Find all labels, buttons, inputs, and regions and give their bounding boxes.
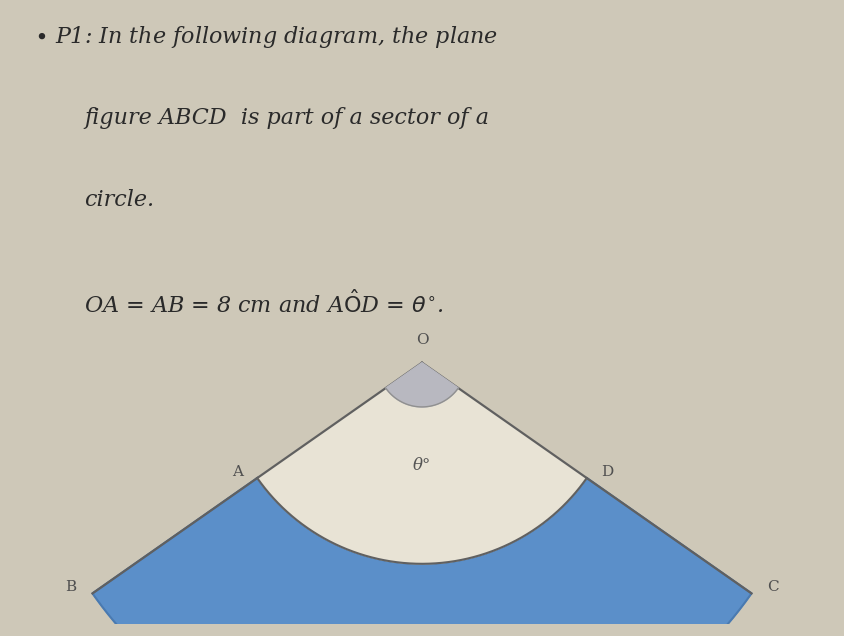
Text: figure ABCD  is part of a sector of a: figure ABCD is part of a sector of a	[84, 107, 490, 129]
Text: $\bullet$ P1: In the following diagram, the plane: $\bullet$ P1: In the following diagram, …	[34, 24, 498, 50]
Text: A: A	[232, 465, 243, 479]
Text: OA = AB = 8 cm and A$\hat{\mathrm{O}}$D = $\mathit{\theta}^{\circ}$.: OA = AB = 8 cm and A$\hat{\mathrm{O}}$D …	[84, 290, 444, 318]
Polygon shape	[386, 363, 458, 407]
Text: circle.: circle.	[84, 190, 154, 211]
Polygon shape	[257, 363, 587, 563]
Text: C: C	[767, 581, 779, 595]
Text: D: D	[601, 465, 613, 479]
Polygon shape	[93, 478, 751, 636]
Text: B: B	[65, 581, 77, 595]
Text: θ°: θ°	[413, 457, 431, 474]
Text: O: O	[416, 333, 428, 347]
